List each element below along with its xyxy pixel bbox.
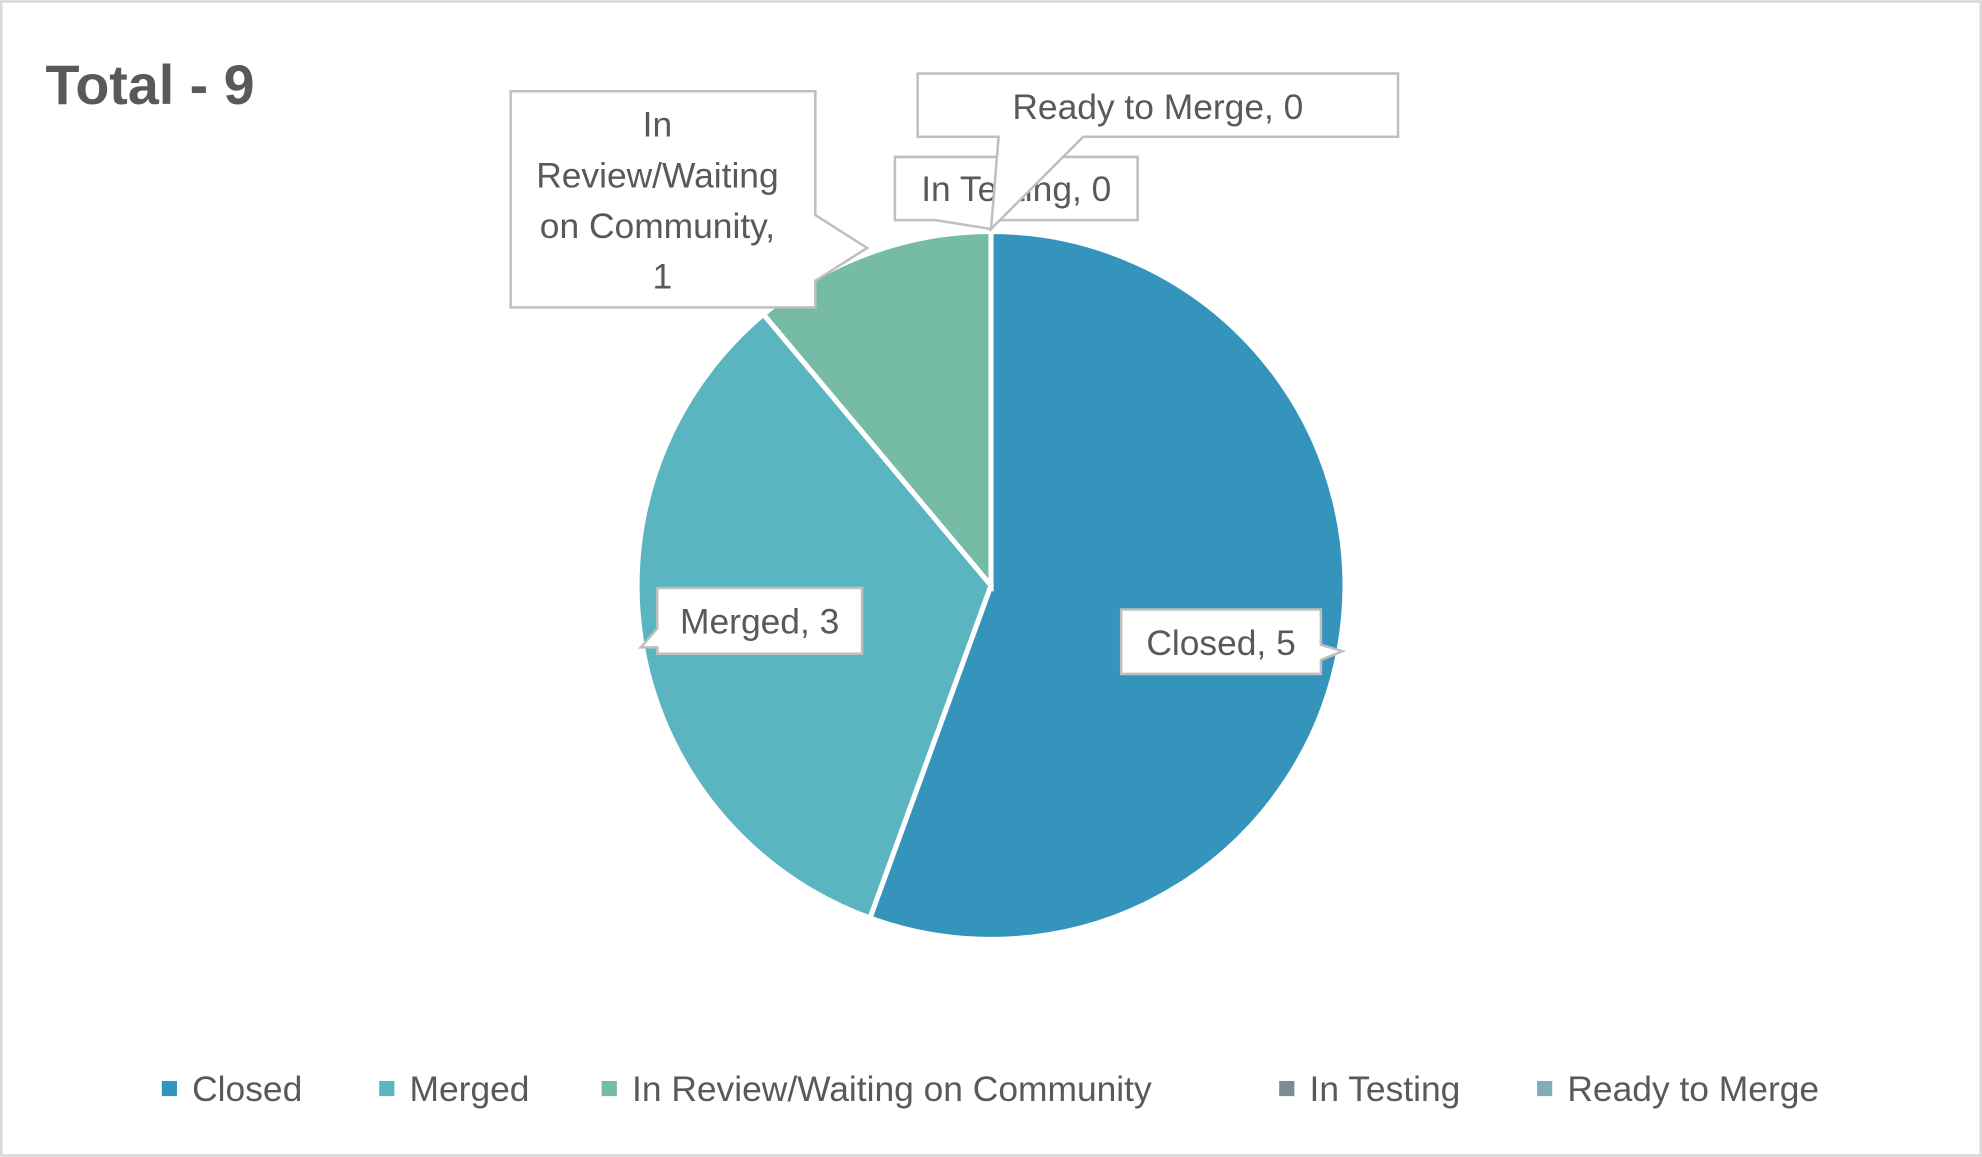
legend-swatch-in-review-waiting-on-community — [601, 1080, 617, 1097]
data-label-in-review: In Review/Waiting on Community, 1 — [509, 89, 870, 309]
svg-text:Ready to Merge, 0: Ready to Merge, 0 — [1012, 88, 1303, 127]
svg-text:In Review/Waiting: In Review/Waiting on Community, 1 — [536, 106, 788, 297]
legend-swatch-merged — [379, 1080, 395, 1097]
svg-text:Merged, 3: Merged, 3 — [680, 602, 839, 641]
data-label-ready-to-merge: Ready to Merge, 0 — [916, 72, 1400, 233]
data-label-closed: Closed, 5 — [1119, 608, 1347, 676]
legend-swatch-in-testing — [1279, 1080, 1295, 1097]
pie-slice-closed — [866, 228, 1348, 942]
data-label-merged: Merged, 3 — [638, 586, 864, 655]
legend-swatch-ready-to-merge — [1537, 1080, 1553, 1097]
legend-label: Ready to Merge — [1567, 1070, 1819, 1109]
chart-title: Total - 9 — [46, 54, 255, 116]
svg-text:Closed, 5: Closed, 5 — [1146, 624, 1295, 663]
legend: Closed Merged In Review/Waiting on Communi… — [161, 1070, 1819, 1109]
legend-label: In Testing — [1310, 1070, 1461, 1109]
legend-label: In Review/Waiting on Community — [632, 1070, 1152, 1109]
legend-swatch-closed — [161, 1080, 177, 1097]
legend-label: Merged — [410, 1070, 530, 1109]
legend-label: Closed — [192, 1070, 302, 1109]
